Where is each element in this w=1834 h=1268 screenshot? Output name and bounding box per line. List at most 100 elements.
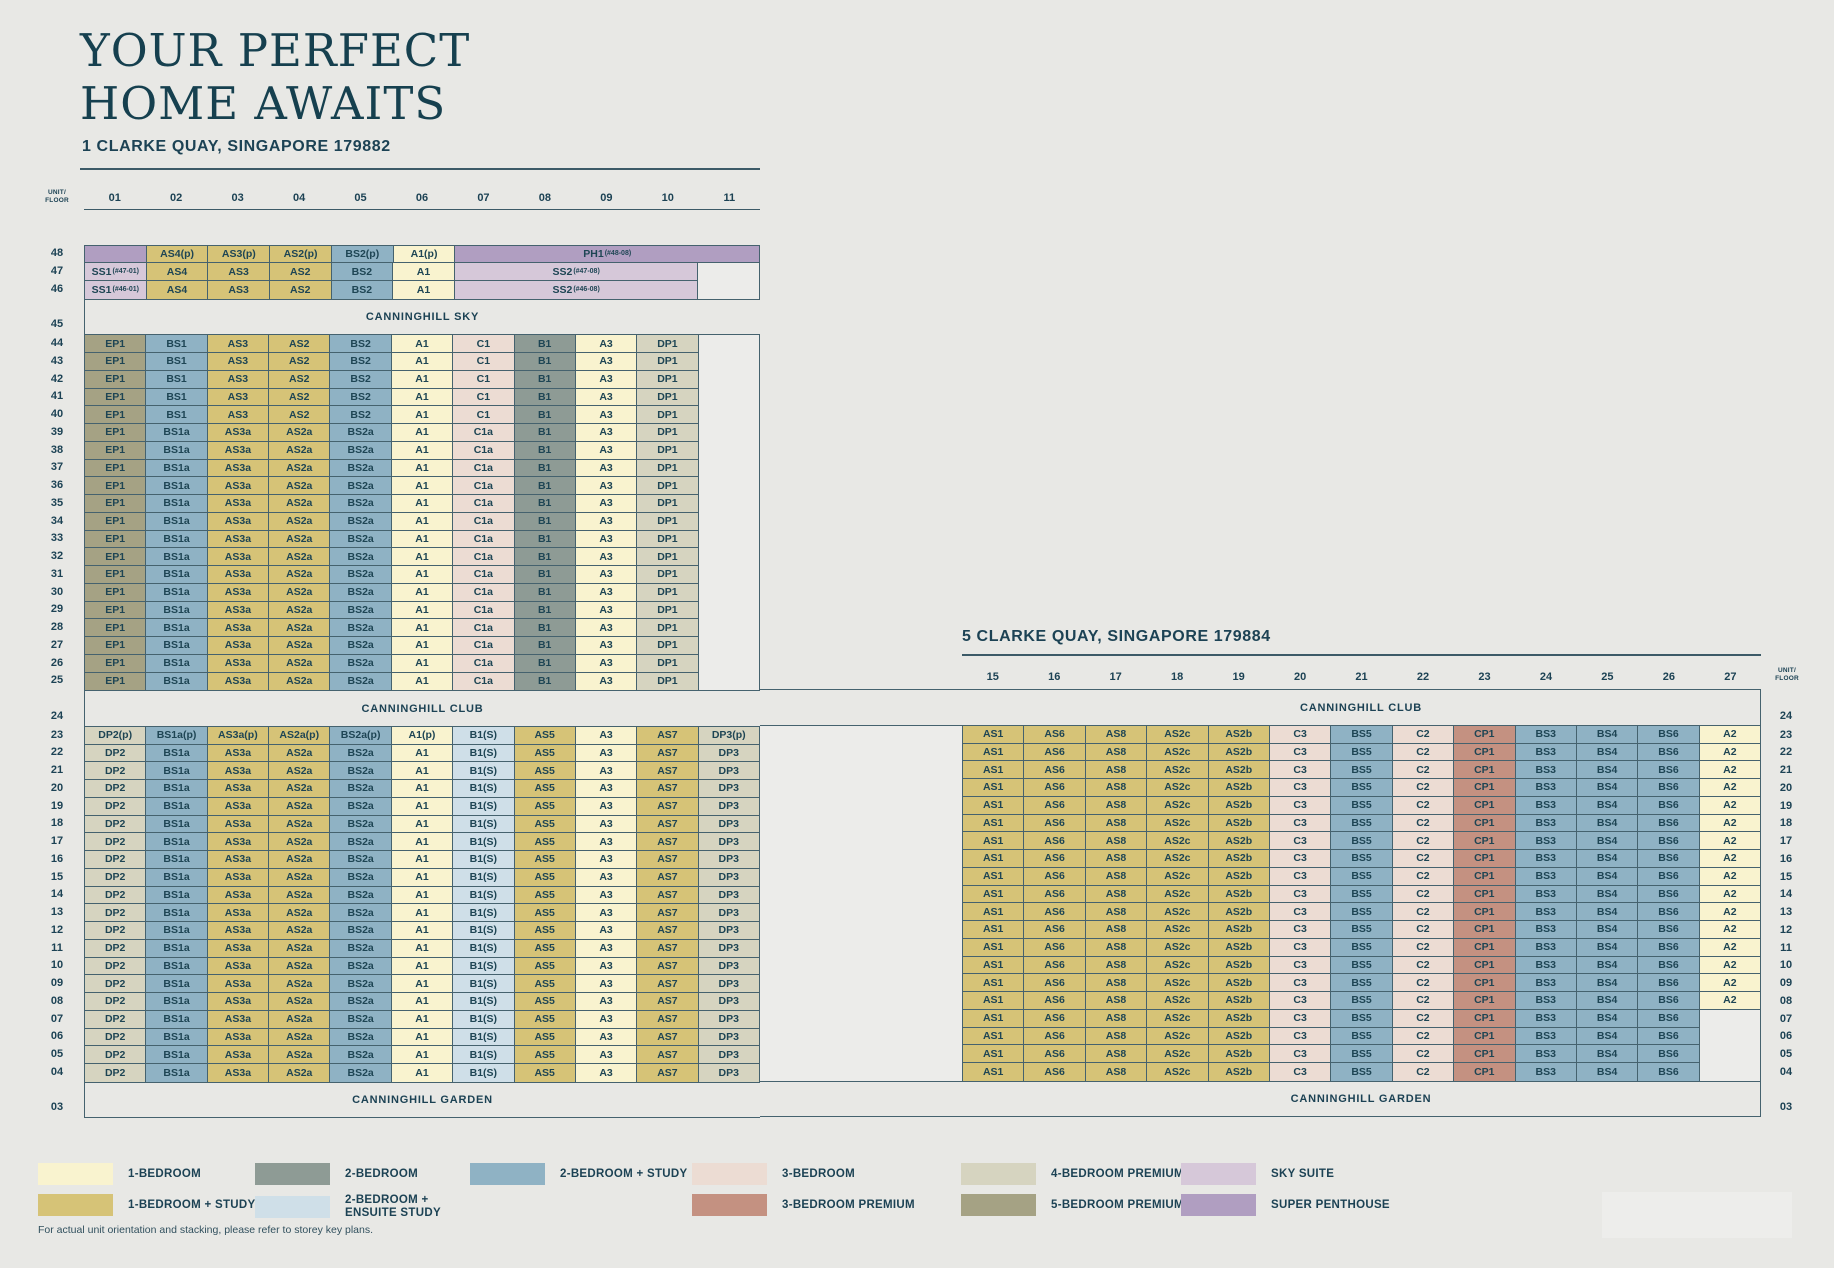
floor-row: DP2 BS1a AS3a AS2a BS2a A1 B1(S) AS5 A3 AS7 DP3 <box>84 833 760 851</box>
unit-cell: A3 <box>575 583 638 602</box>
unit-cell: C3 <box>1269 885 1332 904</box>
unit-cell: B1 <box>514 654 576 673</box>
unit-cell: BS4 <box>1576 1045 1639 1063</box>
unit-cell: DP3 <box>698 957 759 976</box>
unit-cell: AS7 <box>637 1028 699 1047</box>
floor-label: 21 <box>1779 764 1793 777</box>
floor-label: 20 <box>50 781 64 794</box>
unit-cell: BS1a <box>146 1064 208 1082</box>
floor-row: AS1 AS6 AS8 AS2c AS2b C3 BS5 C2 CP1 BS3 BS4 BS6 A2 <box>962 974 1761 992</box>
unit-cell: C1 <box>453 335 515 353</box>
floor-label: 32 <box>50 550 64 563</box>
unit-cell: DP1 <box>637 370 699 389</box>
unit-cell: AS3a(p) <box>207 726 270 745</box>
unit-cell: BS2a <box>330 1046 392 1064</box>
unit-cell: BS4 <box>1576 867 1639 886</box>
unit-cell: C1 <box>453 353 515 371</box>
legend-item: 2-BEDROOM + STUDY <box>470 1163 687 1185</box>
floor-row: DP2 BS1a AS3a AS2a BS2a A1 B1(S) AS5 A3 AS7 DP3 <box>84 797 760 816</box>
unit-cell: BS2 <box>331 281 394 299</box>
unit-cell: DP3 <box>698 993 759 1011</box>
unit-cell: AS2b <box>1208 1045 1270 1063</box>
unit-cell: C1a <box>453 654 515 673</box>
floor-row: DP2 BS1a AS3a AS2a BS2a A1 B1(S) AS5 A3 AS7 DP3 <box>84 762 760 780</box>
empty-strip <box>698 619 759 637</box>
unit-cell: DP3 <box>698 868 759 887</box>
unit-cell: AS7 <box>637 780 699 798</box>
footnote: For actual unit orientation and stacking… <box>38 1224 374 1236</box>
unit-cell: AS3a <box>207 1046 270 1064</box>
floor-label: 09 <box>50 977 64 990</box>
unit-cell: AS2c <box>1147 796 1209 815</box>
unit-cell: AS5 <box>514 1046 576 1064</box>
unit-cell: AS3 <box>208 263 270 281</box>
unit-cell: AS2a <box>269 1010 331 1029</box>
unit-cell: DP1 <box>637 353 699 371</box>
floor-row: AS1 AS6 AS8 AS2c AS2b C3 BS5 C2 CP1 BS3 BS4 BS6 A2 <box>962 903 1761 921</box>
column-number: 27 <box>1724 671 1737 683</box>
legend-label: 1-BEDROOM + STUDY <box>128 1198 256 1211</box>
unit-cell: AS2 <box>269 353 331 371</box>
legend-swatch-bed3p <box>692 1194 767 1216</box>
unit-cell: AS8 <box>1085 761 1148 779</box>
unit-cell: A3 <box>575 335 638 353</box>
floor-label: 26 <box>50 656 64 669</box>
floor-label: 13 <box>1779 906 1793 919</box>
floor-row: EP1 BS1a AS3a AS2a BS2a A1 C1a B1 A3 DP1 <box>84 601 760 620</box>
unit-cell: AS2b <box>1208 725 1270 744</box>
unit-cell: AS3a <box>207 780 270 798</box>
column-number: 25 <box>1601 671 1614 683</box>
floor-label: 05 <box>50 1048 64 1061</box>
unit-cell: A1 <box>391 672 454 691</box>
unit-cell: DP3 <box>698 833 759 851</box>
unit-cell: A1 <box>391 886 454 905</box>
unit-cell: EP1 <box>85 583 147 602</box>
unit-cell: B1(S) <box>453 797 515 816</box>
legend-item: 1-BEDROOM + STUDY <box>38 1194 255 1216</box>
floor-label: 45 <box>50 318 64 331</box>
unit-cell: A3 <box>575 744 638 763</box>
floor-row: AS1 AS6 AS8 AS2c AS2b C3 BS5 C2 CP1 BS3 BS4 BS6 A2 <box>962 779 1761 797</box>
unit-cell: BS5 <box>1331 850 1393 868</box>
floor-row: EP1 BS1 AS3 AS2 BS2 A1 C1 B1 A3 DP1 <box>84 406 760 424</box>
unit-cell: BS2a <box>330 619 392 637</box>
unit-cell: CP1 <box>1454 992 1516 1010</box>
unit-cell: BS1a <box>146 886 208 905</box>
column-number: 26 <box>1662 671 1676 683</box>
unit-cell: BS1 <box>146 388 208 407</box>
unit-cell: DP2 <box>85 993 147 1011</box>
unit-cell: AS3a <box>207 654 270 673</box>
unit-cell: BS6 <box>1638 903 1700 921</box>
unit-cell: AS2a <box>269 672 331 691</box>
unit-cell: SS1 (#46-01) <box>85 281 147 299</box>
floor-label: 36 <box>50 479 64 492</box>
unit-cell: DP1 <box>637 566 699 584</box>
unit-cell: AS1 <box>963 956 1025 975</box>
unit-cell: A2 <box>1699 885 1761 904</box>
unit-cell: DP3 <box>698 797 759 816</box>
unit-cell: A1 <box>391 406 454 424</box>
unit-cell: BS1a <box>146 619 208 637</box>
unit-cell: AS8 <box>1085 779 1148 797</box>
unit-cell: AS1 <box>963 832 1025 850</box>
unit-cell: BS6 <box>1638 725 1700 744</box>
unit-cell: C1a <box>453 672 515 691</box>
legend-swatch-bed3 <box>692 1163 767 1185</box>
floor-row: EP1 BS1a AS3a AS2a BS2a A1 C1a B1 A3 DP1 <box>84 548 760 566</box>
unit-cell: EP1 <box>85 424 147 442</box>
unit-cell: AS3a <box>207 495 270 513</box>
unit-cell: AS7 <box>637 993 699 1011</box>
unit-cell: AS2b <box>1208 850 1270 868</box>
floor-row: AS1 AS6 AS8 AS2c AS2b C3 BS5 C2 CP1 BS3 BS4 BS6 <box>962 1027 1761 1046</box>
unit-cell: DP1 <box>637 406 699 424</box>
unit-cell: DP3 <box>698 744 759 763</box>
empty-strip <box>698 601 759 620</box>
unit-cell: C1 <box>453 388 515 407</box>
unit-cell: BS1a <box>146 424 208 442</box>
floor-label: 13 <box>50 906 64 919</box>
unit-cell: AS2a <box>269 441 331 460</box>
unit-cell: AS2 <box>269 406 331 424</box>
unit-cell: AS7 <box>637 1064 699 1082</box>
unit-cell: AS1 <box>963 850 1025 868</box>
unit-cell: C2 <box>1392 974 1455 992</box>
